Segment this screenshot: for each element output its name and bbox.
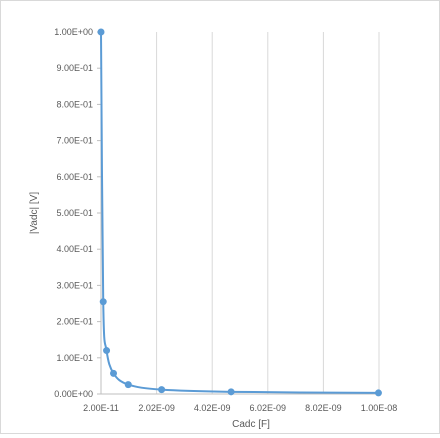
series-line — [100, 31, 379, 394]
y-tick-label: 3.00E-01 — [56, 280, 93, 290]
data-point — [158, 386, 166, 394]
data-point — [374, 389, 382, 397]
y-tick-label: 2.00E-01 — [56, 317, 93, 327]
y-tick-label: 4.00E-01 — [56, 244, 93, 254]
data-point — [103, 347, 111, 355]
y-tick-label: 1.00E-01 — [56, 353, 93, 363]
y-tick-label: 5.00E-01 — [56, 208, 93, 218]
data-point — [124, 381, 132, 389]
x-tick-label: 8.02E-09 — [305, 403, 342, 413]
data-point — [99, 298, 107, 306]
x-tick-label: 2.00E-11 — [83, 403, 119, 413]
data-points — [97, 28, 382, 397]
x-tick-label: 6.02E-09 — [250, 403, 287, 413]
y-tick-label: 1.00E+00 — [54, 27, 93, 37]
y-tick-label: 9.00E-01 — [56, 63, 93, 73]
data-point — [97, 28, 105, 36]
y-tick-label: 6.00E-01 — [56, 172, 93, 182]
x-tick-label: 4.02E-09 — [194, 403, 231, 413]
grid-lines — [100, 32, 380, 394]
y-tick-label: 8.00E-01 — [56, 99, 93, 109]
data-point — [227, 388, 235, 396]
tick-labels: 2.00E-11 2.02E-09 4.02E-09 6.02E-09 8.02E-09… — [54, 27, 397, 413]
y-tick-label: 0.00E+00 — [54, 389, 93, 399]
data-point — [110, 369, 118, 377]
series-curve — [100, 31, 379, 394]
x-tick-label: 2.02E-09 — [138, 403, 175, 413]
x-axis-title: Cadc [F] — [232, 419, 270, 430]
y-axis-title: |Vadc| [V] — [29, 192, 40, 234]
x-tick-label: 1.00E-08 — [361, 403, 398, 413]
axes — [97, 31, 379, 395]
y-tick-label: 7.00E-01 — [56, 136, 93, 146]
